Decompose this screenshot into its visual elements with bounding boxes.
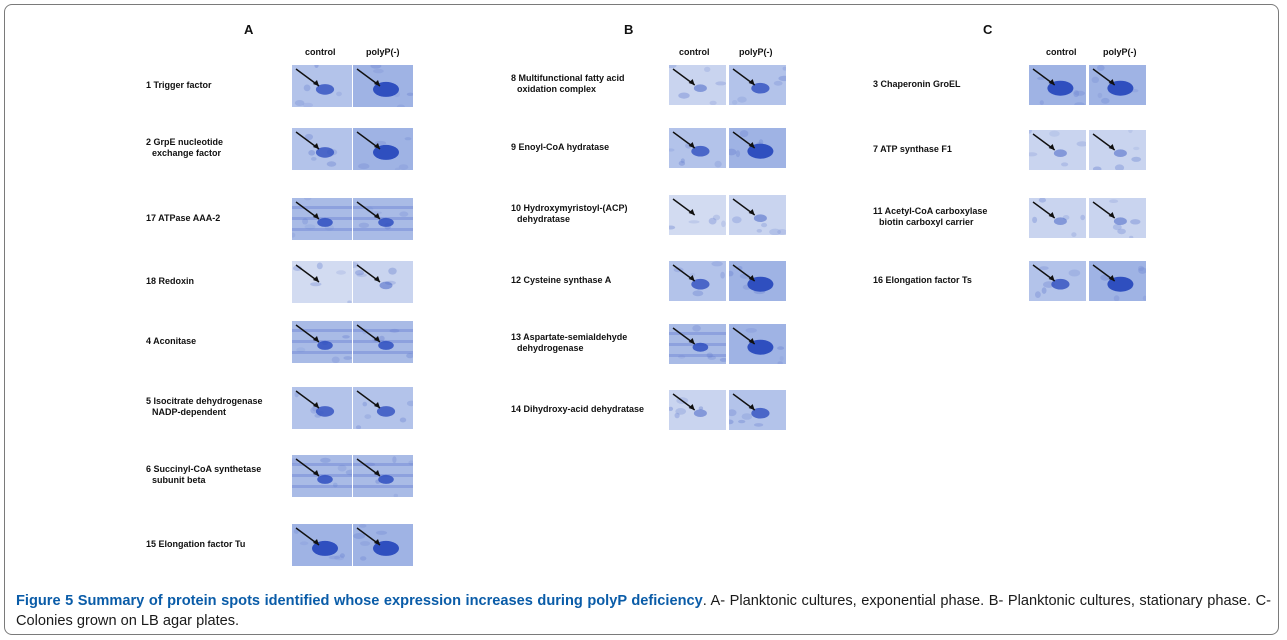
protein-label: 6 Succinyl-CoA synthetase subunit beta [146, 464, 261, 486]
polyp-gel-image [729, 324, 786, 364]
protein-label-line: dehydratase [517, 214, 571, 224]
control-gel-image [669, 128, 726, 168]
caption-body: . A- Planktonic cultures, exponential ph… [16, 593, 1271, 629]
control-gel-image [292, 65, 352, 107]
protein-label-line: 10 Hydroxymyristoyl-(ACP) [511, 203, 628, 213]
protein-label-line: 9 Enoyl-CoA hydratase [511, 141, 610, 152]
control-gel-image [669, 261, 726, 301]
protein-label: 12 Cysteine synthase A [511, 275, 611, 286]
polyp-gel-image [729, 65, 786, 105]
polyp-gel-image [729, 128, 786, 168]
panel-a-letter: A [244, 22, 254, 37]
protein-label-line: 18 Redoxin [146, 275, 195, 286]
protein-label-line: 4 Aconitase [146, 335, 197, 346]
protein-label: 11 Acetyl-CoA carboxylase biotin carboxyl… [873, 206, 987, 228]
protein-label-line: 13 Aspartate-semialdehyde [511, 332, 628, 342]
polyp-gel-image [729, 261, 786, 301]
protein-label: 8 Multifunctional fatty acid oxidation co… [511, 73, 625, 95]
protein-label-line: 6 Succinyl-CoA synthetase [146, 464, 262, 474]
protein-label: 18 Redoxin [146, 276, 194, 287]
polyp-gel-image [353, 524, 413, 566]
protein-label: 2 GrpE nucleotide exchange factor [146, 137, 223, 159]
protein-label: 14 Dihydroxy-acid dehydratase [511, 404, 644, 415]
protein-label-line: 2 GrpE nucleotide [146, 137, 224, 147]
panel-b-letter: B [624, 22, 634, 37]
protein-label-line: NADP-dependent [152, 407, 226, 417]
protein-label: 10 Hydroxymyristoyl-(ACP) dehydratase [511, 203, 628, 225]
protein-label-line: subunit beta [152, 475, 206, 485]
polyp-gel-image [1089, 130, 1146, 170]
control-gel-image [669, 390, 726, 430]
control-gel-image [292, 524, 352, 566]
protein-label-line: 16 Elongation factor Ts [873, 274, 972, 285]
figure-frame [4, 4, 1279, 635]
protein-label-line: 11 Acetyl-CoA carboxylase [873, 206, 988, 216]
protein-label-line: biotin carboxyl carrier [879, 217, 974, 227]
control-gel-image [292, 128, 352, 170]
protein-label-line: dehydrogenase [517, 343, 584, 353]
control-gel-image [669, 195, 726, 235]
polyp-gel-image [353, 387, 413, 429]
panel-b-polyp-header: polyP(-) [739, 47, 773, 57]
polyp-gel-image [353, 261, 413, 303]
control-gel-image [292, 321, 352, 363]
protein-label-line: 5 Isocitrate dehydrogenase [146, 396, 263, 406]
control-gel-image [292, 387, 352, 429]
control-gel-image [669, 65, 726, 105]
protein-label-line: 3 Chaperonin GroEL [873, 78, 961, 89]
control-gel-image [292, 261, 352, 303]
protein-label-line: 15 Elongation factor Tu [146, 538, 246, 549]
polyp-gel-image [353, 455, 413, 497]
control-gel-image [292, 455, 352, 497]
panel-a-control-header: control [305, 47, 336, 57]
polyp-gel-image [353, 198, 413, 240]
polyp-gel-image [1089, 65, 1146, 105]
control-gel-image [669, 324, 726, 364]
protein-label: 16 Elongation factor Ts [873, 275, 972, 286]
polyp-gel-image [1089, 198, 1146, 238]
control-gel-image [292, 198, 352, 240]
panel-c-polyp-header: polyP(-) [1103, 47, 1137, 57]
protein-label: 17 ATPase AAA-2 [146, 213, 220, 224]
protein-label-line: oxidation complex [517, 84, 597, 94]
protein-label-line: 8 Multifunctional fatty acid [511, 73, 625, 83]
protein-label: 15 Elongation factor Tu [146, 539, 245, 550]
panel-a-polyp-header: polyP(-) [366, 47, 400, 57]
polyp-gel-image [729, 390, 786, 430]
protein-label: 13 Aspartate-semialdehyde dehydrogenase [511, 332, 627, 354]
caption-title: Figure 5 Summary of protein spots identi… [16, 593, 703, 609]
protein-label-line: 1 Trigger factor [146, 79, 212, 90]
panel-c-control-header: control [1046, 47, 1077, 57]
protein-label-line: 7 ATP synthase F1 [873, 143, 952, 154]
protein-label-line: 14 Dihydroxy-acid dehydratase [511, 403, 645, 414]
panel-c-letter: C [983, 22, 993, 37]
protein-label: 5 Isocitrate dehydrogenase NADP-dependent [146, 396, 263, 418]
protein-label: 1 Trigger factor [146, 80, 212, 91]
control-gel-image [1029, 198, 1086, 238]
protein-label: 4 Aconitase [146, 336, 196, 347]
control-gel-image [1029, 261, 1086, 301]
panel-b-control-header: control [679, 47, 710, 57]
polyp-gel-image [353, 128, 413, 170]
protein-label: 9 Enoyl-CoA hydratase [511, 142, 609, 153]
polyp-gel-image [1089, 261, 1146, 301]
protein-label: 3 Chaperonin GroEL [873, 79, 961, 90]
control-gel-image [1029, 130, 1086, 170]
protein-label-line: 12 Cysteine synthase A [511, 274, 612, 285]
polyp-gel-image [353, 321, 413, 363]
polyp-gel-image [729, 195, 786, 235]
control-gel-image [1029, 65, 1086, 105]
protein-label: 7 ATP synthase F1 [873, 144, 952, 155]
protein-label-line: exchange factor [152, 148, 222, 158]
polyp-gel-image [353, 65, 413, 107]
protein-label-line: 17 ATPase AAA-2 [146, 212, 221, 223]
figure-caption: Figure 5 Summary of protein spots identi… [16, 591, 1271, 631]
